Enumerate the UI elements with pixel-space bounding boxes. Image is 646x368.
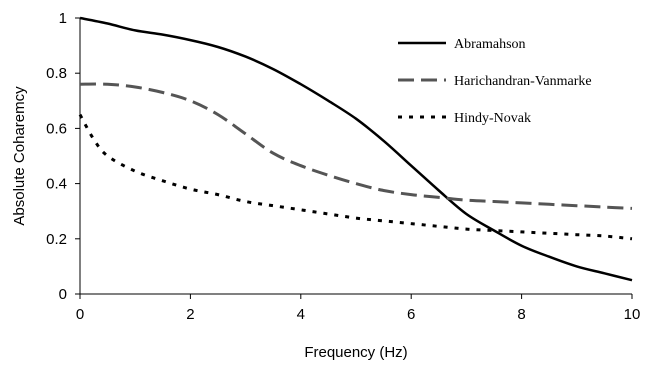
series-layer: [78, 16, 633, 282]
x-tick-label: 0: [76, 306, 84, 323]
y-tick-label: 0.6: [46, 120, 67, 137]
series-line-abramahson: [79, 16, 633, 282]
y-tick-label: 0.8: [46, 65, 67, 82]
x-tick-label: 8: [517, 306, 525, 323]
x-axis-title: Frequency (Hz): [304, 344, 407, 361]
series-line-hindy-novak: [78, 113, 633, 241]
y-tick-label: 0.2: [46, 231, 67, 248]
y-tick-label: 0.4: [46, 176, 67, 193]
legend-label: Harichandran-Vanmarke: [454, 74, 592, 89]
x-tick-label: 6: [407, 306, 415, 323]
legend: Abramahson Harichandran-Vanmarke Hindy-Nov…: [398, 37, 592, 126]
series-line-harichandran-vanmarke: [79, 82, 633, 210]
legend-label: Hindy-Novak: [454, 111, 531, 126]
legend-label: Abramahson: [454, 37, 526, 52]
y-axis-title: Absolute Coharemcy: [11, 86, 28, 226]
x-tick-label: 2: [186, 306, 194, 323]
x-tick-label: 4: [297, 306, 305, 323]
x-tick-label: 10: [624, 306, 641, 323]
y-tick-label: 0: [59, 286, 67, 303]
y-tick-label: 1: [59, 10, 67, 27]
plot-area: 00.20.40.60.810 2 4 6 8 10: [46, 10, 640, 323]
